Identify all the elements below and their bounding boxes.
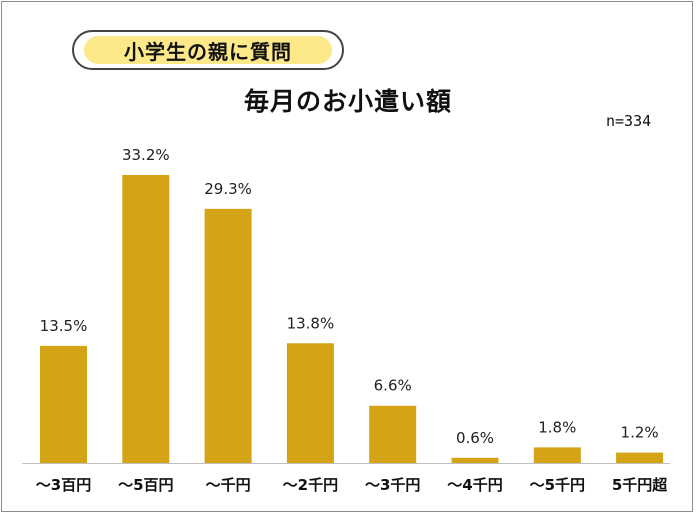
category-label: 〜3百円 [36,476,91,494]
category-label: 〜3千円 [365,476,420,494]
category-label: 〜千円 [206,476,251,494]
category-label: 5千円超 [612,476,668,494]
tag-label: 小学生の親に質問 [124,39,292,64]
data-label: 1.8% [538,418,576,436]
data-label: 6.6% [374,377,412,395]
category-label: 〜2千円 [283,476,338,494]
bar [369,405,417,463]
bar [616,452,664,463]
category-label: 〜5千円 [530,476,585,494]
bar [451,457,499,463]
bar [204,208,252,463]
bar [40,345,87,463]
data-label: 29.3% [204,180,252,198]
sample-size: n=334 [606,112,652,130]
data-label: 1.2% [621,424,659,442]
data-label: 33.2% [122,146,170,164]
bar [533,447,581,463]
data-label: 13.5% [40,317,88,335]
survey-tag: 小学生の親に質問 [72,30,344,70]
tag-highlight [84,36,332,64]
bar [122,175,170,463]
category-label: 〜5百円 [118,476,173,494]
bar [286,343,334,463]
data-label: 0.6% [456,429,494,447]
category-label: 〜4千円 [447,476,502,494]
data-label: 13.8% [287,314,335,332]
chart-title: 毎月のお小遣い額 [243,87,452,116]
